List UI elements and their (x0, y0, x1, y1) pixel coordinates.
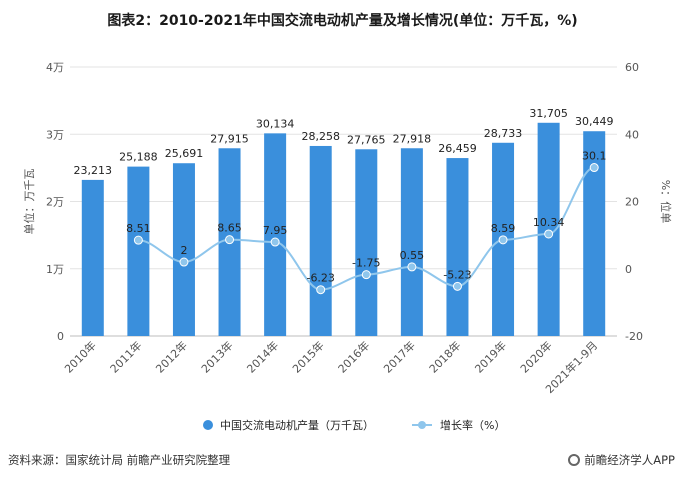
y-tick-label: 4万 (46, 61, 64, 74)
growth-value-label: 0.55 (400, 249, 425, 262)
x-tick-label: 2016年 (335, 338, 372, 375)
growth-point (270, 237, 280, 247)
bar (127, 166, 150, 336)
chart-title: 图表2：2010-2021年中国交流电动机产量及增长情况(单位：万千瓦，%) (107, 13, 578, 29)
x-tick-label: 2020年 (517, 338, 554, 375)
growth-value-label: -1.75 (352, 257, 380, 270)
bar-value-label: 27,918 (393, 132, 432, 145)
x-tick-label: 2013年 (198, 338, 235, 375)
bar-value-label: 25,188 (119, 151, 158, 164)
source-note: 资料来源：国家统计局 前瞻产业研究院整理 (8, 453, 231, 467)
legend-bar-marker (203, 420, 213, 430)
x-tick-label: 2014年 (244, 338, 281, 375)
y2-tick-label: 20 (625, 196, 639, 209)
x-tick-label: 2017年 (381, 338, 418, 375)
y2-tick-label: 40 (625, 128, 639, 141)
x-tick-label: 2019年 (472, 338, 509, 375)
brand-mark: 前瞻经济学人APP (568, 452, 675, 468)
growth-value-label: 30.1 (582, 150, 607, 163)
brand-text: 前瞻经济学人APP (584, 453, 675, 467)
x-tick-label: 2010年 (61, 338, 98, 375)
growth-point (498, 235, 508, 245)
bar-value-label: 30,449 (575, 115, 614, 128)
growth-point (225, 235, 235, 245)
bar (355, 149, 378, 336)
bar (172, 163, 195, 336)
y2-axis-title: %：位单 (659, 180, 673, 223)
y2-tick-label: -20 (625, 330, 643, 343)
y-tick-label: 2万 (46, 196, 64, 209)
x-tick-label: 2011年 (107, 338, 144, 375)
growth-value-label: 7.95 (263, 224, 288, 237)
bar-value-label: 26,459 (438, 142, 477, 155)
bar (583, 131, 606, 336)
bar-value-label: 28,733 (484, 127, 523, 140)
y-tick-label: 3万 (46, 128, 64, 141)
bar-value-label: 27,765 (347, 133, 386, 146)
bar-value-label: 27,915 (210, 132, 249, 145)
y-tick-label: 0 (57, 330, 64, 343)
growth-value-label: -5.23 (443, 268, 471, 281)
bar (81, 179, 104, 336)
brand-logo-icon (568, 454, 581, 466)
legend-line-dot (418, 421, 426, 429)
y2-tick-label: 0 (625, 263, 632, 276)
bar (400, 148, 423, 336)
growth-point (407, 262, 417, 272)
growth-value-label: 8.65 (217, 222, 242, 235)
x-tick-label: 2012年 (153, 338, 190, 375)
bar (309, 145, 332, 336)
bar-value-label: 28,258 (301, 130, 340, 143)
growth-point (544, 229, 554, 239)
growth-value-label: 8.51 (126, 222, 151, 235)
growth-point (452, 281, 462, 291)
x-tick-label: 2015年 (289, 338, 326, 375)
growth-value-label: -6.23 (306, 272, 334, 285)
growth-point (589, 163, 599, 173)
growth-value-label: 2 (180, 244, 187, 257)
growth-value-label: 8.59 (491, 222, 516, 235)
legend-bar-label: 中国交流电动机产量（万千瓦） (220, 418, 374, 432)
bar (264, 133, 287, 336)
growth-value-label: 10.34 (533, 216, 565, 229)
bar-value-label: 23,213 (74, 164, 113, 177)
bar (537, 122, 560, 336)
y-axis-title: 单位：万千瓦 (22, 169, 36, 235)
growth-point (133, 235, 143, 245)
growth-point (179, 257, 189, 267)
legend-line-label: 增长率（%） (440, 418, 505, 432)
growth-point (316, 285, 326, 295)
bar-value-label: 31,705 (529, 107, 568, 120)
bar (446, 158, 469, 336)
y2-tick-label: 60 (625, 61, 639, 74)
bar-value-label: 30,134 (256, 117, 295, 130)
growth-point (361, 270, 371, 280)
x-tick-label: 2018年 (426, 338, 463, 375)
y-tick-label: 1万 (46, 263, 64, 276)
bar-value-label: 25,691 (165, 147, 204, 160)
